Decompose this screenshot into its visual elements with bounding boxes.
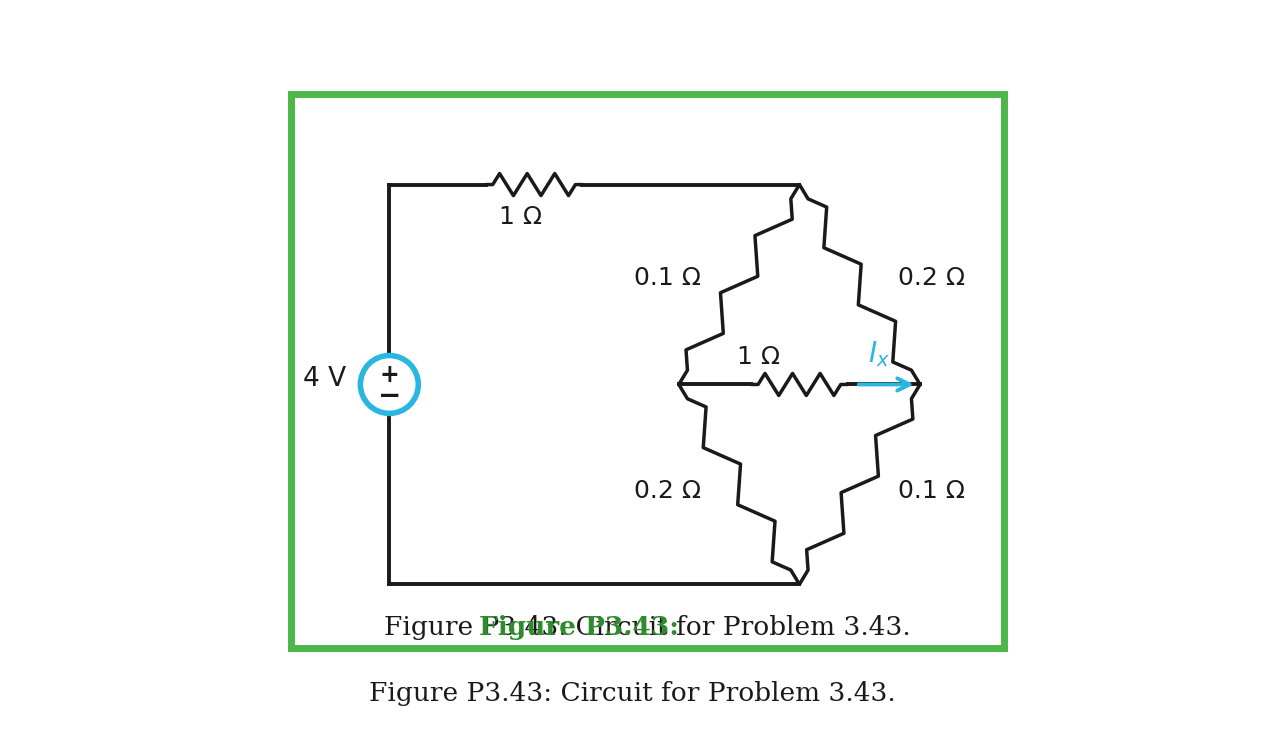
Text: 4 V: 4 V [303,366,346,392]
Text: Figure P3.43: Circuit for Problem 3.43.: Figure P3.43: Circuit for Problem 3.43. [384,614,911,639]
Text: Figure P3.43: Circuit for Problem 3.43.: Figure P3.43: Circuit for Problem 3.43. [369,681,895,706]
Text: 0.1 Ω: 0.1 Ω [897,479,964,504]
Text: +: + [379,363,399,387]
Circle shape [360,355,418,413]
Text: −: − [378,382,401,410]
Text: 0.2 Ω: 0.2 Ω [635,479,702,504]
Text: 1 Ω: 1 Ω [737,345,780,369]
Text: 1 Ω: 1 Ω [499,206,542,229]
Text: $I_x$: $I_x$ [868,340,890,369]
Text: 0.2 Ω: 0.2 Ω [897,266,964,290]
Text: Figure P3.43:: Figure P3.43: [479,614,679,639]
Text: 0.1 Ω: 0.1 Ω [635,266,702,290]
